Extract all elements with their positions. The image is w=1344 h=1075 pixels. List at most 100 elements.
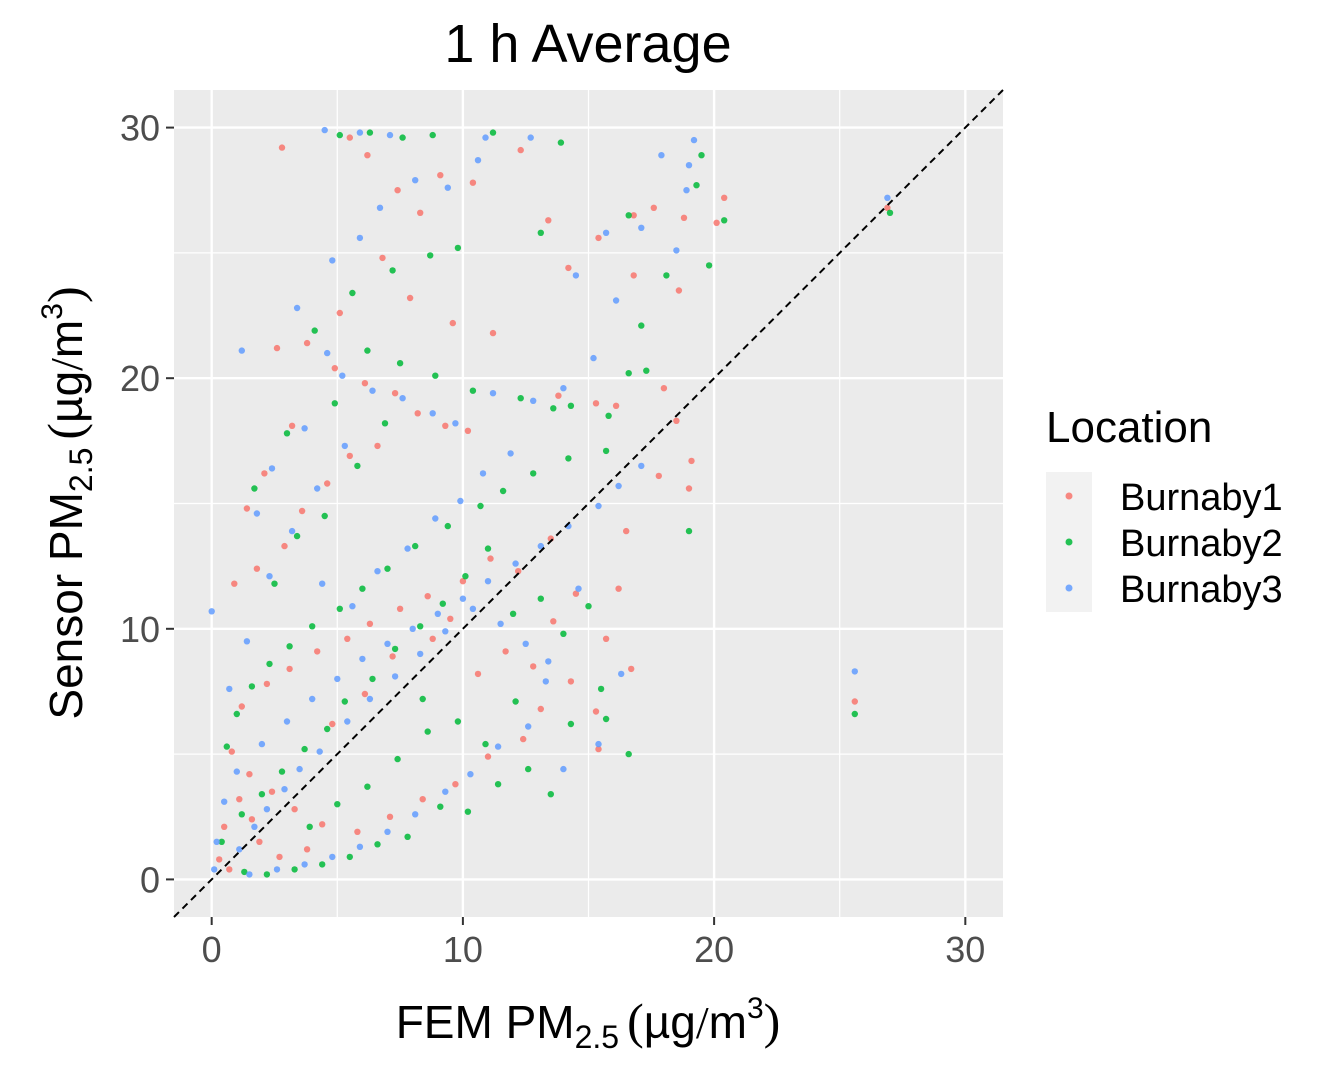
data-point <box>412 811 419 818</box>
data-point <box>449 319 456 327</box>
data-point <box>293 304 301 312</box>
data-point <box>542 678 549 685</box>
data-point <box>592 708 600 715</box>
data-point <box>467 771 474 778</box>
data-point <box>409 625 416 632</box>
data-point <box>565 455 572 462</box>
data-point <box>675 287 683 294</box>
data-point <box>517 395 524 402</box>
legend-title: Location <box>1046 403 1212 452</box>
data-point <box>309 623 316 630</box>
data-point <box>550 405 557 412</box>
data-point <box>489 129 497 136</box>
minor-gridlines <box>174 90 1003 917</box>
data-point <box>525 723 532 730</box>
data-point <box>281 542 288 550</box>
data-point <box>324 725 331 733</box>
data-point <box>457 497 464 505</box>
data-point <box>391 390 399 397</box>
data-point <box>364 152 371 159</box>
data-point <box>721 217 728 224</box>
data-point <box>256 838 263 845</box>
data-point <box>379 254 386 262</box>
data-point <box>273 866 281 873</box>
data-point <box>261 470 268 477</box>
data-point <box>469 179 477 186</box>
data-point <box>590 354 597 362</box>
legend-key-Burnaby2 <box>1065 538 1073 546</box>
data-point <box>253 565 261 572</box>
data-point <box>374 442 381 450</box>
data-point <box>218 838 225 845</box>
data-point <box>273 344 281 352</box>
data-point <box>886 209 894 216</box>
data-point <box>643 367 650 374</box>
data-point <box>432 515 439 522</box>
data-point <box>211 866 218 873</box>
data-point <box>278 144 286 151</box>
data-point <box>384 640 391 647</box>
data-point <box>356 129 364 136</box>
data-point <box>630 212 637 219</box>
data-point <box>419 796 426 803</box>
data-point <box>447 615 454 622</box>
data-point <box>429 635 436 642</box>
data-point <box>346 452 353 460</box>
data-point <box>572 590 580 597</box>
data-point <box>319 580 326 587</box>
data-point <box>545 217 552 224</box>
data-point <box>459 595 467 602</box>
data-point <box>286 665 293 673</box>
data-point <box>482 740 489 748</box>
data-point <box>417 209 424 216</box>
data-point <box>288 527 296 535</box>
x-tick-label: 10 <box>443 929 483 970</box>
data-point <box>685 162 693 169</box>
data-point <box>442 628 449 635</box>
data-point <box>311 327 318 334</box>
series-Burnaby3 <box>208 126 891 878</box>
chart-title: 1 h Average <box>444 14 731 74</box>
data-point <box>615 482 622 490</box>
data-point <box>291 866 298 873</box>
data-point <box>329 720 336 728</box>
data-point <box>560 630 567 637</box>
data-point <box>555 392 562 399</box>
data-point <box>638 322 645 329</box>
data-point <box>663 272 670 279</box>
data-point <box>469 387 477 394</box>
data-point <box>437 803 444 810</box>
data-point <box>374 568 381 575</box>
data-point <box>268 465 276 472</box>
data-points <box>208 126 894 878</box>
data-point <box>394 755 401 763</box>
data-point <box>303 846 311 853</box>
data-point <box>572 272 580 279</box>
data-point <box>344 718 351 725</box>
data-point <box>283 718 291 725</box>
data-point <box>489 390 497 397</box>
data-point <box>251 485 258 492</box>
data-point <box>263 871 271 878</box>
data-point <box>628 665 635 673</box>
legend-label-Burnaby2: Burnaby2 <box>1120 523 1283 565</box>
data-point <box>427 252 434 259</box>
series-Burnaby1 <box>216 134 891 873</box>
data-point <box>625 212 632 219</box>
data-point <box>560 765 567 773</box>
data-point <box>545 658 552 665</box>
data-point <box>851 710 858 718</box>
data-point <box>268 788 276 795</box>
data-point <box>334 675 341 683</box>
data-point <box>329 853 336 861</box>
data-point <box>314 648 321 655</box>
data-point <box>386 813 394 820</box>
major-gridlines <box>174 90 1003 917</box>
data-point <box>884 204 891 211</box>
data-point <box>329 257 336 264</box>
data-point <box>432 372 439 379</box>
data-point <box>406 294 414 302</box>
data-point <box>233 710 240 718</box>
x-axis-ticks: 0 10 20 30 <box>202 917 985 970</box>
data-point <box>464 808 472 815</box>
